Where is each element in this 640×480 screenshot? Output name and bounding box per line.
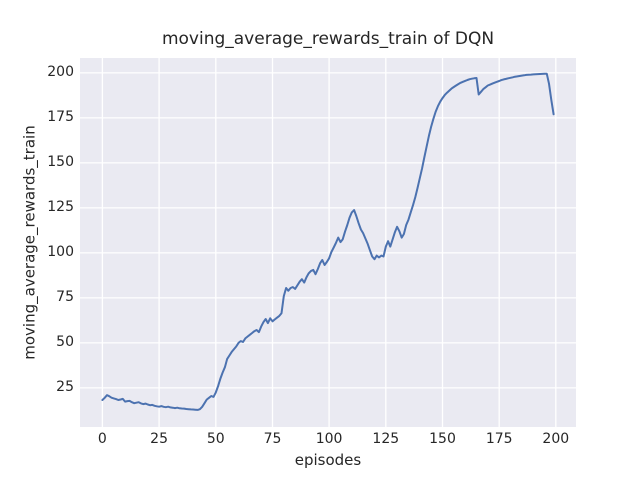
y-tick-label: 125 [47,199,74,216]
y-tick-label: 100 [47,244,74,261]
x-tick-label: 50 [206,431,225,447]
x-tick-label: 0 [97,431,107,447]
x-tick-label: 125 [372,431,400,447]
x-tick-label: 75 [263,431,282,447]
x-tick-label: 150 [429,431,456,447]
y-tick-label: 25 [56,379,74,396]
y-tick-label: 150 [47,154,74,171]
y-tick-label: 175 [47,109,74,126]
y-tick-label: 200 [47,64,74,81]
x-tick-label: 175 [485,431,513,447]
chart-title: moving_average_rewards_train of DQN [161,29,495,49]
x-tick-label: 100 [315,431,343,447]
x-tick-label: 200 [542,431,570,447]
y-tick-label: 50 [56,334,74,351]
x-tick-label: 25 [150,431,168,447]
y-tick-label: 75 [56,289,74,306]
dqn-series-line [101,72,555,411]
x-axis-label: episodes [294,451,362,469]
axes-background [80,58,576,427]
